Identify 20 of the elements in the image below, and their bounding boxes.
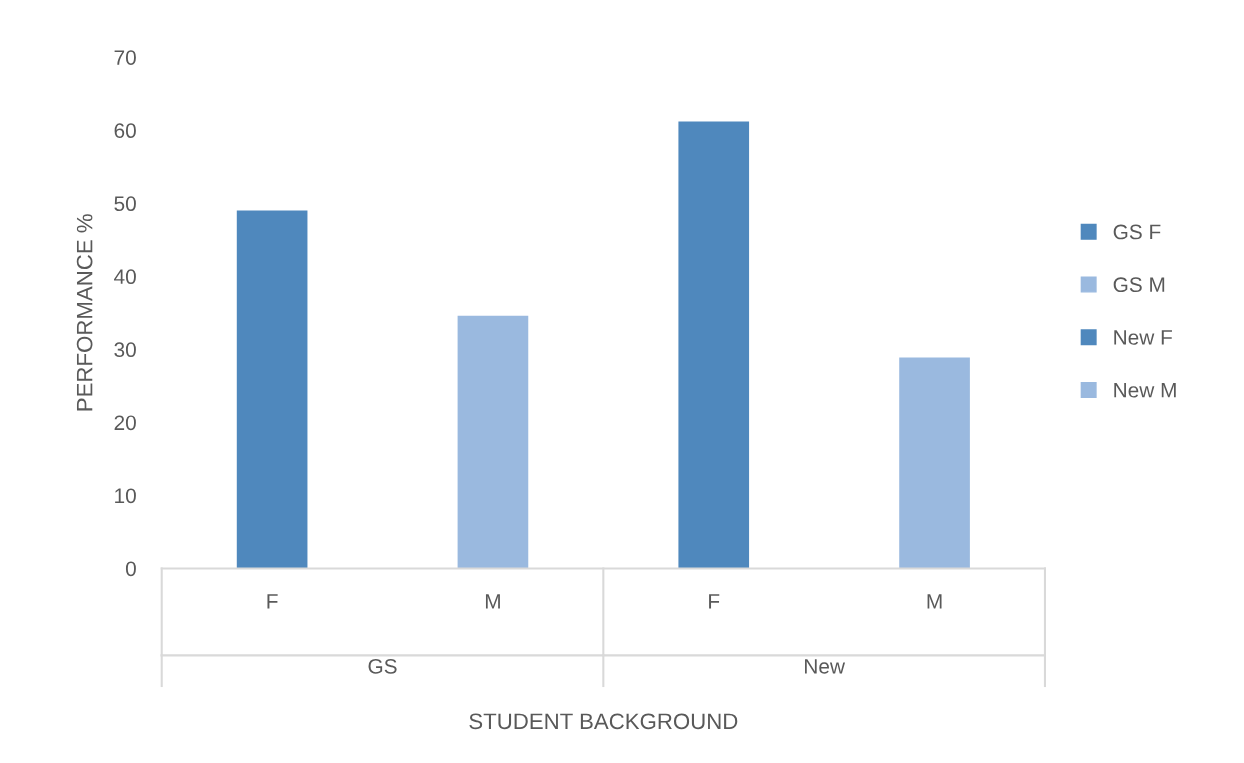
y-axis-title: PERFORMANCE %: [76, 214, 93, 411]
y-tick-label: 20: [114, 415, 136, 431]
text: GS: [368, 658, 397, 674]
legend-label: New F: [1114, 330, 1172, 345]
x-tick-label: M: [485, 594, 500, 609]
text: New: [805, 659, 846, 674]
y-tick-label: 60: [114, 123, 136, 139]
y-tick-label: 0: [125, 561, 136, 577]
x-tick-label: F: [709, 594, 720, 609]
legend-label: GS F: [1113, 224, 1161, 240]
y-tick-label: 50: [114, 196, 136, 212]
x-tick-label: F: [267, 594, 278, 609]
x-tick-label: M: [927, 594, 942, 609]
y-tick-label: 40: [114, 269, 136, 285]
legend-label: New M: [1114, 383, 1176, 398]
y-tick-label: 10: [115, 488, 136, 504]
y-tick-label: 70: [114, 50, 136, 65]
x-axis-title: STUDENT BACKGROUND: [469, 713, 738, 730]
legend-label: GS M: [1113, 277, 1165, 293]
y-tick-label: 30: [114, 342, 136, 358]
